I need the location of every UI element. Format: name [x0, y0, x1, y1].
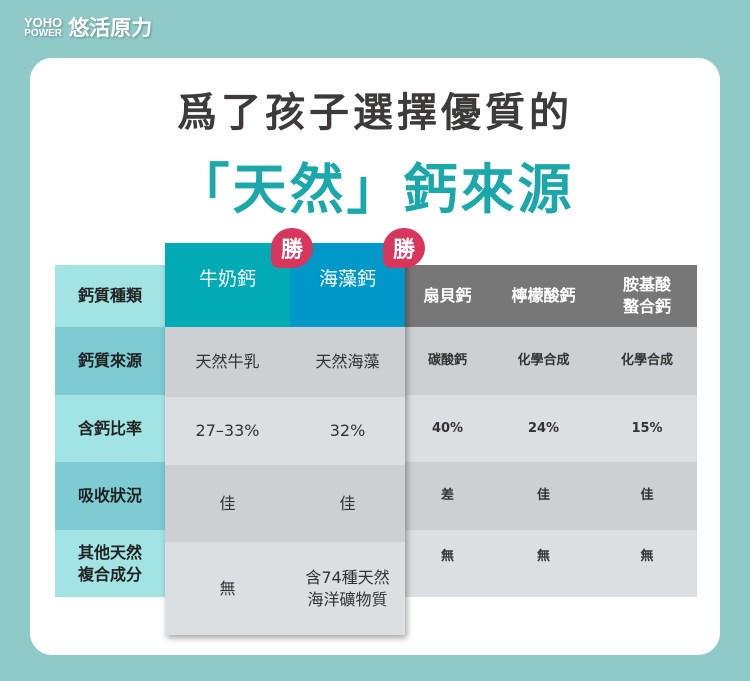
row-label: 鈣質種類: [55, 265, 165, 327]
table-cell: 無: [165, 542, 290, 635]
table-cell: 無: [405, 530, 490, 597]
table-cell: 佳: [290, 465, 405, 542]
win-badge: 勝: [383, 228, 425, 268]
title-line2: 「天然」鈣來源: [175, 158, 575, 221]
row-label: 鈣質來源: [55, 327, 165, 395]
table-cell: 含74種天然 海洋礦物質: [290, 542, 405, 635]
table-cell: 24%: [490, 395, 597, 462]
logo-en-bottom: POWER: [24, 27, 63, 39]
table-cell: 碳酸鈣: [405, 327, 490, 395]
table-cell: 佳: [597, 462, 697, 530]
table-cell: 27–33%: [165, 397, 290, 465]
table-cell: 化學合成: [490, 327, 597, 395]
title-line1: 爲了孩子選擇優質的: [177, 90, 573, 136]
table-cell: 15%: [597, 395, 697, 462]
column-header: 扇貝鈣: [405, 265, 490, 327]
table-cell: 40%: [405, 395, 490, 462]
logo: YOHO POWER 悠活原力: [24, 12, 152, 42]
logo-zh: 悠活原力: [68, 16, 153, 40]
table-cell: 無: [490, 530, 597, 597]
table-cell: 無: [597, 530, 697, 597]
table-cell: 天然牛乳: [165, 327, 290, 397]
row-label: 其他天然 複合成分: [55, 530, 165, 597]
logo-en-top: YOHO: [24, 14, 63, 30]
column-header: 牛奶鈣: [165, 243, 290, 327]
table-cell: 天然海藻: [290, 327, 405, 397]
row-label: 吸收狀況: [55, 462, 165, 530]
column-header: 檸檬酸鈣: [490, 265, 597, 327]
table-cell: 化學合成: [597, 327, 697, 395]
win-badge: 勝: [271, 228, 313, 268]
column-header: 胺基酸 螯合鈣: [597, 265, 697, 327]
table-cell: 差: [405, 462, 490, 530]
table-cell: 佳: [165, 465, 290, 542]
table-cell: 佳: [490, 462, 597, 530]
table-cell: 32%: [290, 397, 405, 465]
row-label: 含鈣比率: [55, 395, 165, 462]
